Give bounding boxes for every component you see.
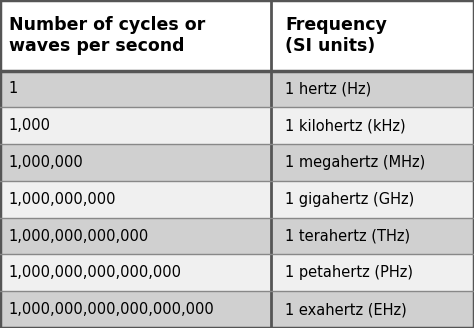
Text: 1 hertz (Hz): 1 hertz (Hz) [285,81,372,96]
Text: 1: 1 [9,81,18,96]
Bar [271,291,474,328]
Text: 1,000,000: 1,000,000 [9,155,83,170]
Bar [0,181,271,218]
Text: 1 petahertz (PHz): 1 petahertz (PHz) [285,265,413,280]
Text: 1,000,000,000: 1,000,000,000 [9,192,116,207]
Bar [0,144,271,181]
Text: 1 megahertz (MHz): 1 megahertz (MHz) [285,155,426,170]
Text: 1 terahertz (THz): 1 terahertz (THz) [285,229,410,244]
Bar [0,255,271,291]
Bar [271,144,474,181]
Bar [0,0,271,71]
Text: 1,000,000,000,000,000,000: 1,000,000,000,000,000,000 [9,302,214,317]
Bar [0,291,271,328]
Bar [271,107,474,144]
Bar [271,0,474,71]
Text: Number of cycles or
waves per second: Number of cycles or waves per second [9,16,205,55]
Text: 1 exahertz (EHz): 1 exahertz (EHz) [285,302,407,317]
Text: 1,000,000,000,000,000: 1,000,000,000,000,000 [9,265,182,280]
Bar [0,107,271,144]
Text: 1 gigahertz (GHz): 1 gigahertz (GHz) [285,192,415,207]
Bar [271,218,474,255]
Bar [271,255,474,291]
Bar [271,71,474,107]
Bar [271,181,474,218]
Text: 1,000,000,000,000: 1,000,000,000,000 [9,229,149,244]
Text: 1 kilohertz (kHz): 1 kilohertz (kHz) [285,118,406,133]
Text: 1,000: 1,000 [9,118,51,133]
Bar [0,218,271,255]
Bar [0,71,271,107]
Text: Frequency
(SI units): Frequency (SI units) [285,16,387,55]
